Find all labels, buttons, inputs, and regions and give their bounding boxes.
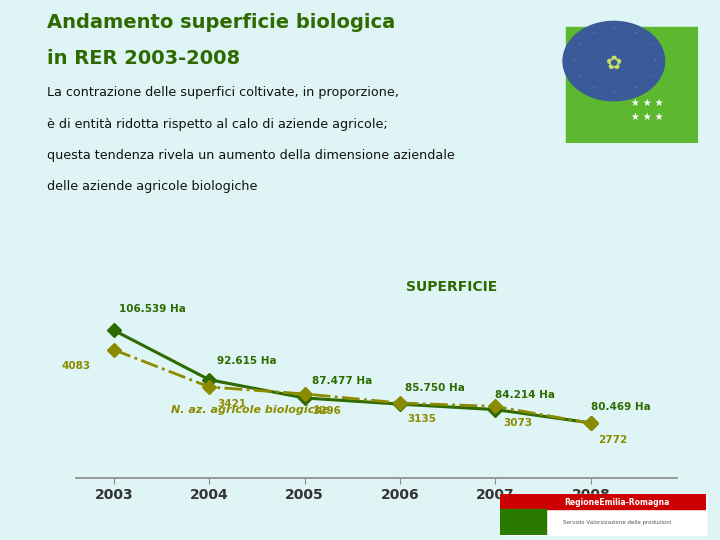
Text: ·: ·	[648, 40, 650, 50]
Text: ·: ·	[572, 57, 575, 65]
Text: 92.615 Ha: 92.615 Ha	[217, 356, 276, 366]
Text: ✿: ✿	[606, 54, 622, 73]
Text: ★ ★ ★
★ ★ ★: ★ ★ ★ ★ ★ ★	[631, 98, 664, 122]
Text: ·: ·	[613, 25, 615, 34]
Text: ·: ·	[592, 84, 595, 93]
Text: N. az. agricole biologiche: N. az. agricole biologiche	[171, 405, 330, 415]
Text: 106.539 Ha: 106.539 Ha	[119, 304, 186, 314]
Text: 4083: 4083	[61, 361, 91, 371]
Text: è di entità ridotta rispetto al calo di aziende agricole;: è di entità ridotta rispetto al calo di …	[47, 118, 387, 131]
Text: ·: ·	[592, 29, 595, 38]
Text: SUPERFICIE: SUPERFICIE	[406, 280, 498, 294]
Text: Servizio Valorizzazione delle produzioni: Servizio Valorizzazione delle produzioni	[563, 520, 672, 525]
Text: RegioneEmilia-Romagna: RegioneEmilia-Romagna	[564, 498, 670, 507]
Text: 84.214 Ha: 84.214 Ha	[495, 390, 556, 400]
Text: questa tendenza rivela un aumento della dimensione aziendale: questa tendenza rivela un aumento della …	[47, 149, 454, 162]
Text: 3421: 3421	[217, 399, 246, 409]
Text: ·: ·	[633, 84, 636, 93]
Bar	[500, 494, 706, 510]
Text: 80.469 Ha: 80.469 Ha	[591, 402, 651, 412]
Bar	[500, 510, 546, 535]
Text: ·: ·	[633, 29, 636, 38]
Bar	[567, 26, 698, 143]
Text: ·: ·	[648, 72, 650, 82]
Text: Andamento superficie biologica: Andamento superficie biologica	[47, 14, 395, 32]
Text: 2772: 2772	[598, 435, 628, 444]
Text: 3296: 3296	[312, 406, 341, 416]
Circle shape	[563, 22, 665, 101]
Text: 87.477 Ha: 87.477 Ha	[312, 375, 372, 386]
Text: ·: ·	[613, 89, 615, 97]
Text: ·: ·	[653, 57, 656, 65]
Text: 3135: 3135	[408, 414, 437, 424]
Text: La contrazione delle superfici coltivate, in proporzione,: La contrazione delle superfici coltivate…	[47, 86, 399, 99]
Circle shape	[577, 32, 651, 90]
Text: ·: ·	[577, 40, 580, 50]
Text: delle aziende agricole biologiche: delle aziende agricole biologiche	[47, 180, 257, 193]
Text: ·: ·	[577, 72, 580, 82]
Text: in RER 2003-2008: in RER 2003-2008	[47, 49, 240, 68]
Text: 85.750 Ha: 85.750 Ha	[405, 383, 464, 394]
Text: 3073: 3073	[503, 417, 532, 428]
